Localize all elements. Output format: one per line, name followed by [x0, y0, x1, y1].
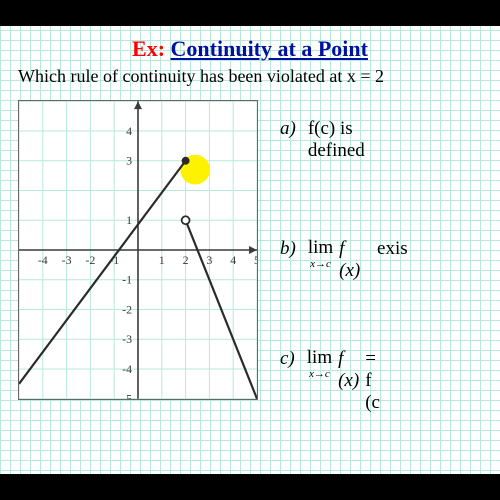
letterbox-bottom [0, 474, 500, 500]
option-b-fx: f (x) [339, 238, 360, 282]
option-c-lim: lim x→c [307, 348, 332, 380]
option-b-lim: lim x→c [308, 238, 333, 270]
letterbox-top [0, 0, 500, 26]
svg-text:-2: -2 [85, 253, 95, 267]
continuity-graph: -4-3-2-112345431-1-2-3-4-5 [18, 100, 258, 400]
title-main: Continuity at a Point [171, 36, 368, 61]
option-c: c) lim x→c f (x) = f (c [280, 348, 380, 414]
svg-text:-3: -3 [62, 253, 72, 267]
svg-text:-2: -2 [122, 302, 132, 316]
page-title: Ex: Continuity at a Point [0, 36, 500, 62]
option-a-body: f(c) is defined [308, 118, 365, 162]
option-c-fx: f (x) [338, 348, 359, 392]
svg-text:2: 2 [183, 253, 189, 267]
svg-text:-4: -4 [38, 253, 48, 267]
option-a: a) f(c) is defined [280, 118, 365, 162]
svg-text:1: 1 [159, 253, 165, 267]
question-text: Which rule of continuity has been violat… [18, 66, 384, 87]
svg-text:3: 3 [126, 154, 132, 168]
graph-svg: -4-3-2-112345431-1-2-3-4-5 [19, 101, 257, 399]
svg-text:-1: -1 [122, 273, 132, 287]
option-b: b) lim x→c f (x) exis [280, 238, 408, 282]
option-a-letter: a) [280, 118, 296, 140]
svg-text:-4: -4 [122, 362, 132, 376]
svg-text:-5: -5 [122, 392, 132, 399]
option-c-eq: = f (c [365, 348, 380, 414]
svg-text:5: 5 [254, 253, 257, 267]
svg-text:3: 3 [206, 253, 212, 267]
svg-text:4: 4 [126, 124, 132, 138]
svg-text:-3: -3 [122, 332, 132, 346]
title-prefix: Ex: [132, 36, 165, 61]
option-b-letter: b) [280, 238, 296, 260]
svg-text:4: 4 [230, 253, 236, 267]
option-b-tail: exis [377, 238, 408, 260]
svg-text:1: 1 [126, 213, 132, 227]
option-c-letter: c) [280, 348, 295, 370]
